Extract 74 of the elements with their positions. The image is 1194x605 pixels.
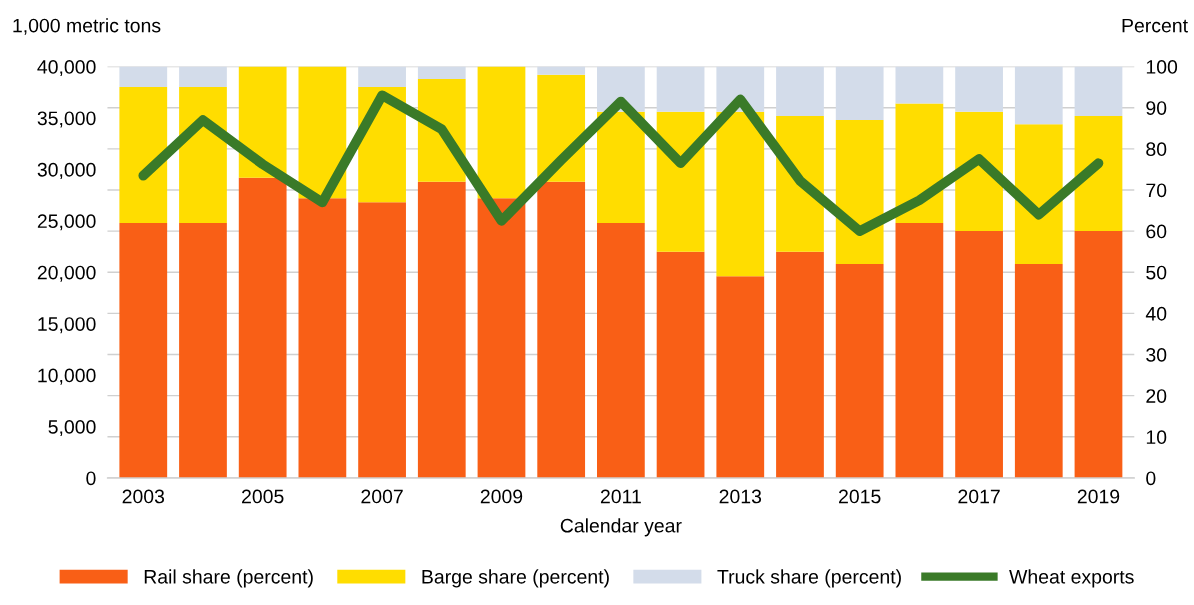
bar [119,66,168,88]
bar [1014,264,1063,478]
legend-label: Rail share (percent) [144,569,313,588]
bar [835,264,884,478]
bar [1074,115,1123,232]
y2-tick-label: 80 [1146,142,1167,157]
x-tick-label: 2009 [480,489,523,504]
y-tick-label: 10,000 [38,368,96,385]
x-axis-title: Calendar year [560,518,682,537]
y-tick-label: 30,000 [37,162,96,179]
bar [238,177,287,478]
x-tick-label: 2003 [122,489,165,504]
x-tick-label: 2013 [719,489,762,504]
y-tick-label: 5,000 [48,419,96,437]
bar [119,87,168,223]
bar [716,111,765,277]
bar [835,120,884,265]
bar [179,66,227,88]
x-tick-label: 2011 [600,489,641,504]
bar [895,66,944,104]
y2-tick-label: 30 [1146,348,1167,362]
bar [955,231,1003,478]
x-tick-label: 2007 [361,489,403,504]
bar [417,181,466,478]
bar [477,66,526,199]
x-tick-label: 2005 [242,489,284,504]
bar [179,222,227,478]
bar [179,87,227,223]
y-tick-label: 15,000 [38,317,96,334]
bar [1014,66,1063,125]
y2-tick-label: 50 [1146,265,1167,280]
bar [1074,66,1123,116]
bar [716,276,765,478]
y2-tick-label: 40 [1145,306,1167,321]
bar [298,198,347,478]
y-axis-title: 1,000 metric tons [13,18,161,35]
x-tick-label: 2015 [839,489,881,504]
y2-axis-title: Percent [1122,18,1188,33]
bar [895,222,944,478]
y2-tick-label: 90 [1146,101,1167,115]
y2-tick-label: 10 [1146,430,1167,445]
y2-tick-label: 60 [1146,224,1167,239]
y2-tick-label: 0 [1146,471,1156,486]
bar [955,66,1003,112]
y-tick-label: 0 [86,471,96,486]
y2-tick-label: 100 [1146,60,1178,74]
bar [537,66,586,75]
bar [656,66,705,112]
x-tick-label: 2017 [958,489,1000,504]
y-tick-label: 25,000 [37,214,96,231]
legend-label: Truck share (percent) [717,569,901,588]
legend-label: Barge share (percent) [422,569,609,588]
bar [776,251,824,478]
bar [597,222,645,478]
bar [477,198,526,478]
bar [1074,231,1123,478]
bar [119,222,168,478]
y2-tick-label: 70 [1146,183,1167,198]
legend-label: Wheat exports [1009,569,1134,588]
y2-tick-label: 20 [1146,389,1167,403]
y-tick-label: 35,000 [37,111,96,128]
bar [358,66,406,88]
bar [417,66,466,79]
bar [597,111,645,223]
bar [776,66,824,116]
x-tick-label: 2019 [1077,489,1120,504]
bar [238,66,287,178]
bar [537,181,586,478]
y-tick-label: 40,000 [37,60,96,77]
bar [835,66,884,121]
bar [656,251,705,478]
bar [358,202,406,478]
bar [1014,124,1063,265]
y-tick-label: 20,000 [37,265,96,282]
